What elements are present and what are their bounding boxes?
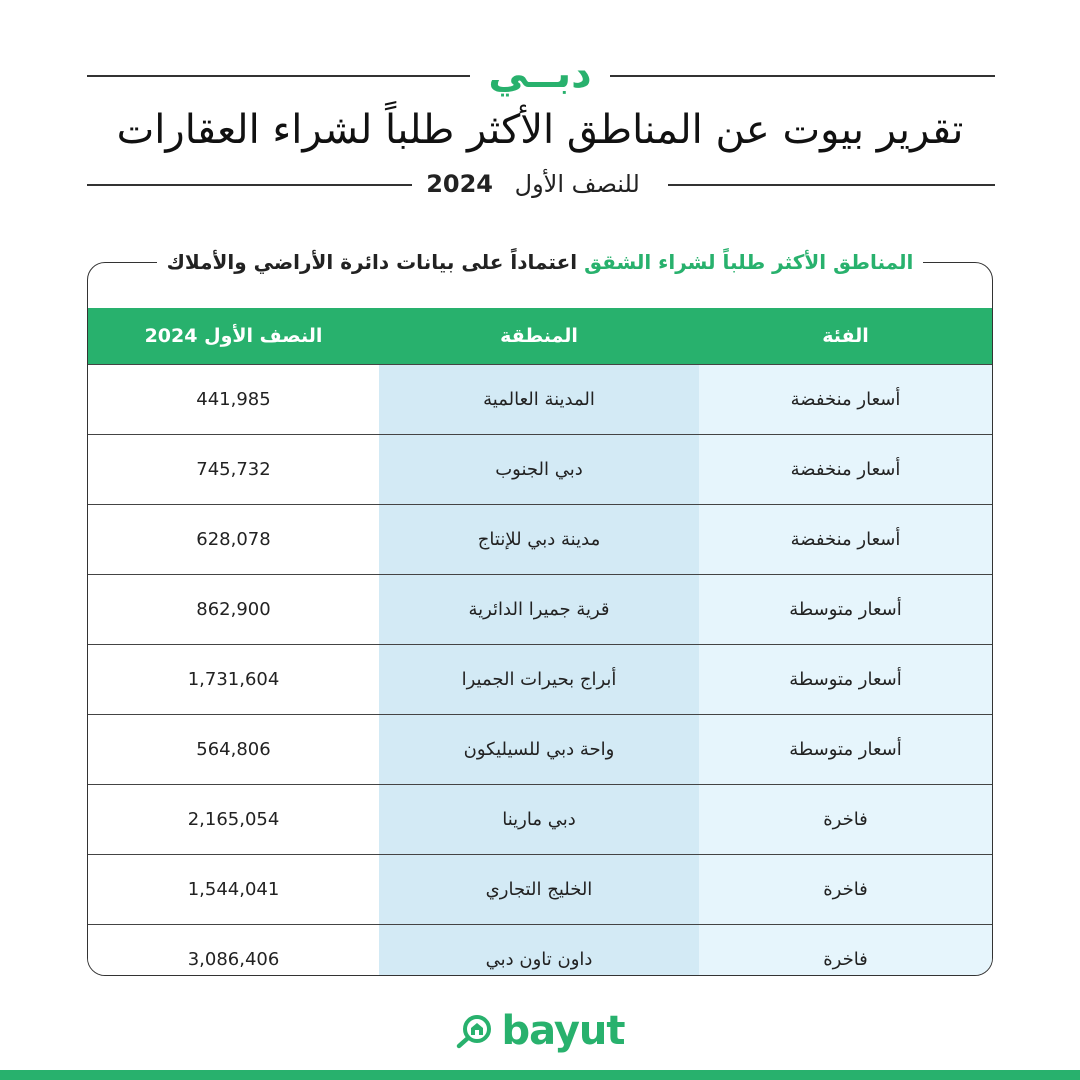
cell-value: 745,732 [88,434,379,505]
cell-category: فاخرة [699,784,992,855]
table-row: أسعار متوسطة أبراج بحيرات الجميرا 1,731,60… [88,644,992,715]
cell-value: 564,806 [88,714,379,785]
table-caption: المناطق الأكثر طلباً لشراء الشقق اعتمادا… [0,244,1080,280]
cell-value: 862,900 [88,574,379,645]
cell-value: 628,078 [88,504,379,575]
areas-table: الفئة المنطقة النصف الأول 2024 أسعار منخ… [88,308,992,975]
house-magnifier-icon [457,1015,492,1049]
cell-category: أسعار متوسطة [699,574,992,645]
cell-area: المدينة العالمية [379,364,699,435]
cell-value: 441,985 [88,364,379,435]
cell-value: 1,544,041 [88,854,379,925]
subtitle-text: للنصف الأول [500,170,654,198]
bottom-bar [0,1070,1080,1080]
table-row: أسعار متوسطة واحة دبي للسيليكون 564,806 [88,714,992,785]
caption-highlight: المناطق الأكثر طلباً لشراء الشقق [584,250,914,274]
cell-category: فاخرة [699,854,992,925]
cell-area: مدينة دبي للإنتاج [379,504,699,575]
top-rule-right [610,75,995,77]
city-title: دبــي [488,51,592,97]
bayut-logo: bayut [0,1008,1080,1054]
table-row: أسعار منخفضة مدينة دبي للإنتاج 628,078 [88,504,992,575]
table-row: أسعار متوسطة قرية جميرا الدائرية 862,900 [88,574,992,645]
subtitle: للنصف الأول 2024 [0,166,1080,202]
cell-area: الخليج التجاري [379,854,699,925]
table-row: أسعار منخفضة المدينة العالمية 441,985 [88,364,992,435]
cell-category: أسعار متوسطة [699,644,992,715]
cell-area: داون تاون دبي [379,924,699,975]
table-row: فاخرة دبي مارينا 2,165,054 [88,784,992,855]
cell-area: أبراج بحيرات الجميرا [379,644,699,715]
table-card: الفئة المنطقة النصف الأول 2024 أسعار منخ… [87,262,993,976]
cell-category: أسعار منخفضة [699,434,992,505]
cell-value: 3,086,406 [88,924,379,975]
table-row: فاخرة داون تاون دبي 3,086,406 [88,924,992,975]
cell-category: أسعار متوسطة [699,714,992,785]
report-title: تقرير بيوت عن المناطق الأكثر طلباً لشراء… [116,107,964,153]
cell-area: قرية جميرا الدائرية [379,574,699,645]
column-header-area: المنطقة [379,308,699,365]
cell-category: أسعار منخفضة [699,364,992,435]
cell-value: 1,731,604 [88,644,379,715]
table-row: فاخرة الخليج التجاري 1,544,041 [88,854,992,925]
caption-rest: اعتماداً على بيانات دائرة الأراضي والأمل… [166,250,578,274]
top-rule-left [87,75,470,77]
logo-text: bayut [501,1008,625,1054]
cell-area: واحة دبي للسيليكون [379,714,699,785]
cell-area: دبي الجنوب [379,434,699,505]
column-header-value: النصف الأول 2024 [88,308,379,365]
subtitle-year: 2024 [426,170,493,198]
cell-value: 2,165,054 [88,784,379,855]
column-header-category: الفئة [699,308,992,365]
cell-category: أسعار منخفضة [699,504,992,575]
cell-category: فاخرة [699,924,992,975]
table-header-row: الفئة المنطقة النصف الأول 2024 [88,308,992,365]
cell-area: دبي مارينا [379,784,699,855]
table-row: أسعار منخفضة دبي الجنوب 745,732 [88,434,992,505]
